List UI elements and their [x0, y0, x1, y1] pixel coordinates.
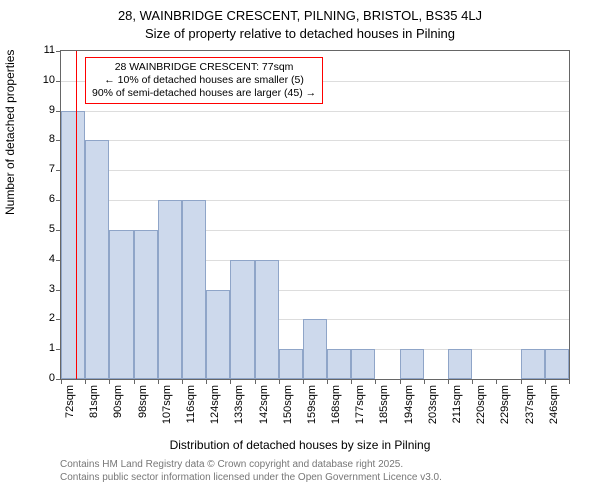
xtick-mark: [303, 379, 304, 384]
xtick-mark: [375, 379, 376, 384]
y-axis-label: Number of detached properties: [3, 50, 17, 215]
histogram-bar: [206, 290, 230, 379]
ytick-label: 8: [25, 133, 55, 145]
gridline: [61, 140, 569, 141]
xtick-mark: [255, 379, 256, 384]
xtick-label: 107sqm: [161, 385, 173, 435]
histogram-bar: [134, 230, 158, 379]
chart-title-line1: 28, WAINBRIDGE CRESCENT, PILNING, BRISTO…: [0, 8, 600, 23]
xtick-label: 159sqm: [306, 385, 318, 435]
ytick-label: 3: [25, 283, 55, 295]
marker-line: [76, 51, 78, 379]
xtick-label: 211sqm: [451, 385, 463, 435]
ytick-label: 1: [25, 342, 55, 354]
xtick-mark: [182, 379, 183, 384]
xtick-label: 229sqm: [499, 385, 511, 435]
ytick-label: 11: [25, 44, 55, 56]
xtick-label: 90sqm: [112, 385, 124, 435]
xtick-label: 72sqm: [64, 385, 76, 435]
ytick-label: 0: [25, 372, 55, 384]
histogram-bar: [182, 200, 206, 379]
histogram-bar: [230, 260, 254, 379]
histogram-bar: [545, 349, 569, 379]
histogram-bar: [85, 140, 109, 379]
xtick-label: 220sqm: [475, 385, 487, 435]
xtick-mark: [569, 379, 570, 384]
xtick-mark: [496, 379, 497, 384]
credits-line2: Contains public sector information licen…: [60, 471, 442, 484]
histogram-bar: [448, 349, 472, 379]
xtick-mark: [351, 379, 352, 384]
xtick-mark: [424, 379, 425, 384]
ytick-label: 5: [25, 223, 55, 235]
histogram-bar: [303, 319, 327, 379]
xtick-label: 168sqm: [330, 385, 342, 435]
xtick-label: 142sqm: [258, 385, 270, 435]
histogram-bar: [255, 260, 279, 379]
ytick-label: 6: [25, 193, 55, 205]
chart-container: 28, WAINBRIDGE CRESCENT, PILNING, BRISTO…: [0, 0, 600, 500]
ytick-mark: [56, 51, 61, 52]
ytick-label: 2: [25, 312, 55, 324]
xtick-mark: [206, 379, 207, 384]
gridline: [61, 170, 569, 171]
xtick-label: 237sqm: [524, 385, 536, 435]
xtick-label: 116sqm: [185, 385, 197, 435]
xtick-mark: [448, 379, 449, 384]
credits-line1: Contains HM Land Registry data © Crown c…: [60, 458, 442, 471]
ytick-label: 10: [25, 74, 55, 86]
histogram-bar: [279, 349, 303, 379]
gridline: [61, 111, 569, 112]
xtick-mark: [279, 379, 280, 384]
xtick-mark: [230, 379, 231, 384]
info-box-line: 90% of semi-detached houses are larger (…: [92, 87, 316, 100]
info-box-line: 28 WAINBRIDGE CRESCENT: 77sqm: [92, 61, 316, 74]
xtick-mark: [400, 379, 401, 384]
xtick-mark: [545, 379, 546, 384]
ytick-mark: [56, 81, 61, 82]
xtick-mark: [327, 379, 328, 384]
xtick-label: 177sqm: [354, 385, 366, 435]
xtick-mark: [521, 379, 522, 384]
xtick-label: 194sqm: [403, 385, 415, 435]
ytick-label: 9: [25, 104, 55, 116]
xtick-mark: [472, 379, 473, 384]
xtick-label: 150sqm: [282, 385, 294, 435]
histogram-bar: [327, 349, 351, 379]
gridline: [61, 200, 569, 201]
x-axis-label: Distribution of detached houses by size …: [0, 438, 600, 452]
histogram-bar: [109, 230, 133, 379]
xtick-mark: [109, 379, 110, 384]
histogram-bar: [400, 349, 424, 379]
xtick-label: 246sqm: [548, 385, 560, 435]
histogram-bar: [61, 111, 85, 379]
xtick-mark: [134, 379, 135, 384]
chart-title-line2: Size of property relative to detached ho…: [0, 26, 600, 41]
ytick-label: 4: [25, 253, 55, 265]
histogram-bar: [351, 349, 375, 379]
xtick-label: 185sqm: [378, 385, 390, 435]
xtick-label: 133sqm: [233, 385, 245, 435]
xtick-label: 98sqm: [137, 385, 149, 435]
xtick-mark: [61, 379, 62, 384]
credits: Contains HM Land Registry data © Crown c…: [60, 458, 442, 484]
xtick-label: 203sqm: [427, 385, 439, 435]
ytick-label: 7: [25, 163, 55, 175]
histogram-bar: [521, 349, 545, 379]
xtick-mark: [85, 379, 86, 384]
histogram-bar: [158, 200, 182, 379]
xtick-label: 124sqm: [209, 385, 221, 435]
info-box: 28 WAINBRIDGE CRESCENT: 77sqm← 10% of de…: [85, 57, 323, 104]
xtick-label: 81sqm: [88, 385, 100, 435]
info-box-line: ← 10% of detached houses are smaller (5): [92, 74, 316, 87]
xtick-mark: [158, 379, 159, 384]
